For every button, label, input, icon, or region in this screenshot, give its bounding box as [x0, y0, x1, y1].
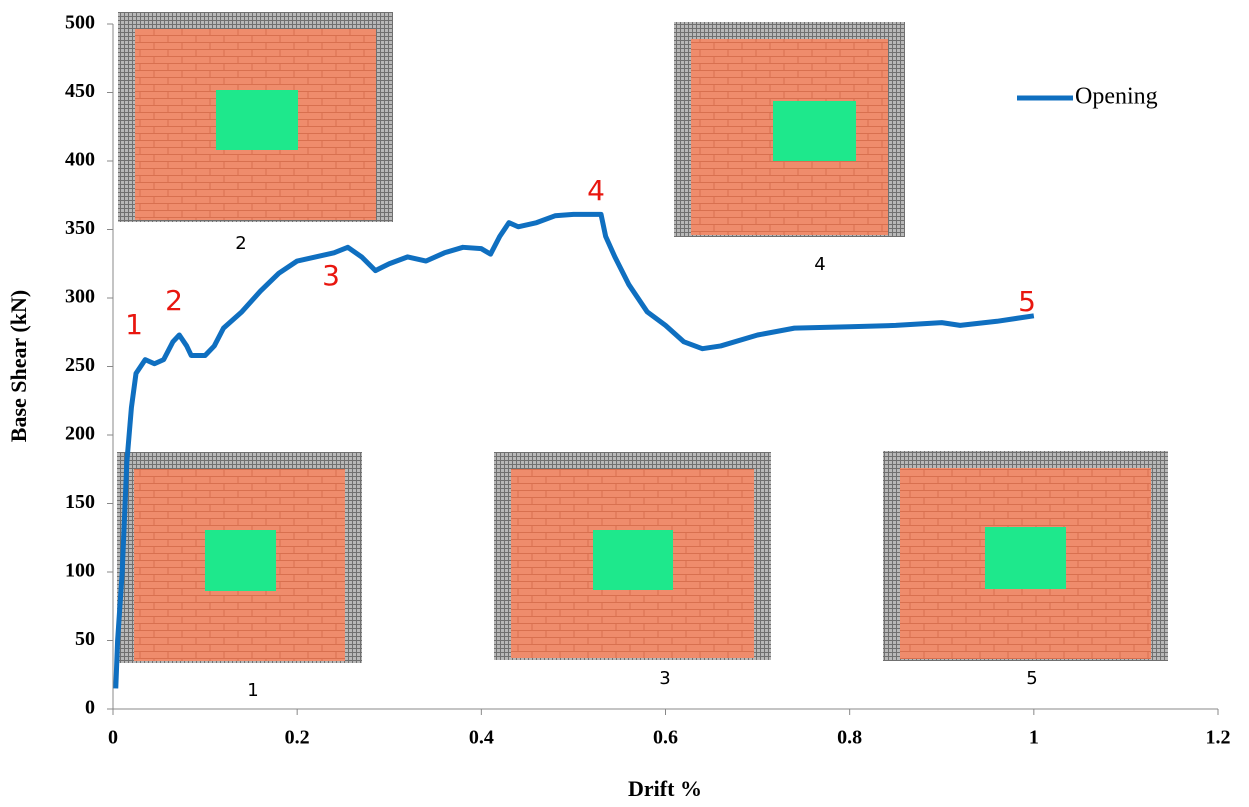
inset-caption: 2	[235, 233, 246, 254]
inset-opening	[593, 530, 673, 590]
inset-opening	[205, 530, 276, 591]
x-tick-label: 0.2	[285, 727, 310, 749]
annotation: 2	[165, 284, 183, 317]
inset-opening	[985, 527, 1066, 589]
inset-caption: 4	[814, 254, 825, 275]
y-tick-label: 500	[65, 12, 95, 34]
y-tick-label: 400	[65, 149, 95, 171]
y-tick-label: 450	[65, 80, 95, 102]
y-tick-label: 300	[65, 286, 95, 308]
x-tick-label: 1	[1029, 727, 1039, 749]
inset-caption: 1	[247, 680, 258, 701]
y-tick-label: 50	[75, 628, 95, 650]
y-tick-label: 100	[65, 560, 95, 582]
x-tick-label: 0	[108, 727, 118, 749]
y-tick-label: 150	[65, 491, 95, 513]
x-axis-title: Drift %	[628, 776, 702, 801]
x-tick-label: 0.4	[469, 727, 494, 749]
inset-caption: 3	[659, 668, 670, 689]
y-axis-title: Base Shear (kN)	[6, 290, 31, 442]
annotation: 4	[587, 174, 605, 207]
x-tick-label: 0.8	[837, 727, 862, 749]
inset-opening	[216, 90, 298, 150]
x-tick-label: 0.6	[653, 727, 678, 749]
y-tick-label: 200	[65, 423, 95, 445]
legend-label: Opening	[1075, 84, 1158, 110]
annotation: 1	[125, 308, 143, 341]
y-tick-label: 250	[65, 354, 95, 376]
annotation: 5	[1018, 285, 1036, 318]
y-tick-label: 0	[85, 697, 95, 719]
inset-opening	[773, 101, 856, 161]
chart: Drift % Base Shear (kN) 0501001502002503…	[0, 0, 1249, 807]
annotation: 3	[322, 259, 340, 292]
inset-caption: 5	[1026, 668, 1037, 689]
y-tick-label: 350	[65, 217, 95, 239]
x-tick-label: 1.2	[1206, 727, 1231, 749]
